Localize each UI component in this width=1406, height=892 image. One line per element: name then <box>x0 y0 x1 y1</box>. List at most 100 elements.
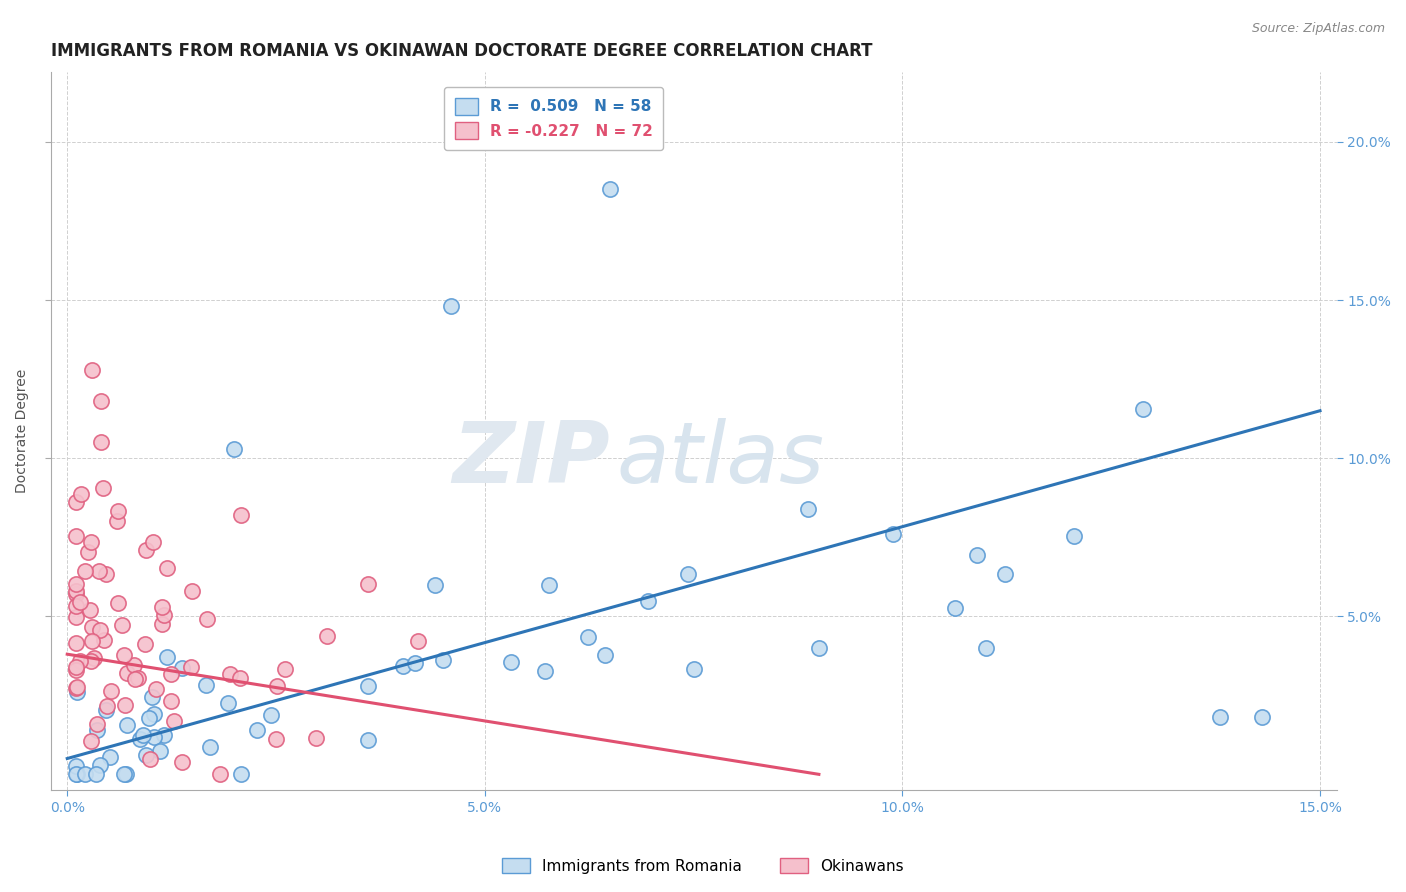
Point <box>305 731 328 746</box>
Point <box>152 600 174 615</box>
Legend: R =  0.509   N = 58, R = -0.227   N = 72: R = 0.509 N = 58, R = -0.227 N = 72 <box>444 87 664 150</box>
Point <box>143 707 166 722</box>
Point <box>84 767 107 781</box>
Point <box>105 515 128 529</box>
Point <box>135 543 157 558</box>
Point <box>66 685 89 699</box>
Point <box>423 577 446 591</box>
Point <box>576 630 599 644</box>
Point <box>69 595 91 609</box>
Point <box>98 750 121 764</box>
Point <box>90 435 112 450</box>
Point <box>65 587 87 601</box>
Point <box>70 487 93 501</box>
Point <box>160 694 183 708</box>
Point <box>96 699 118 714</box>
Point <box>316 629 339 643</box>
Point <box>82 362 104 376</box>
Point <box>150 617 173 632</box>
Point <box>974 640 997 655</box>
Point <box>180 660 202 674</box>
Point <box>153 728 176 742</box>
Point <box>676 566 699 581</box>
Point <box>91 481 114 495</box>
Point <box>1132 401 1154 416</box>
Point <box>170 755 193 769</box>
Point <box>143 730 166 744</box>
Point <box>128 732 150 747</box>
Point <box>145 681 167 696</box>
Point <box>683 662 706 676</box>
Point <box>138 711 160 725</box>
Point <box>80 534 103 549</box>
Point <box>534 664 557 678</box>
Point <box>89 564 111 578</box>
Point <box>273 662 295 676</box>
Point <box>131 728 153 742</box>
Point <box>229 767 252 781</box>
Point <box>80 734 103 748</box>
Point <box>637 594 659 608</box>
Point <box>391 658 413 673</box>
Point <box>65 494 87 508</box>
Point <box>153 608 176 623</box>
Point <box>807 640 830 655</box>
Point <box>65 660 87 674</box>
Point <box>943 601 966 615</box>
Point <box>107 504 129 518</box>
Point <box>65 529 87 543</box>
Point <box>229 508 252 523</box>
Point <box>90 394 112 409</box>
Point <box>209 767 232 781</box>
Point <box>195 612 218 626</box>
Point <box>76 545 98 559</box>
Point <box>79 654 101 668</box>
Point <box>356 577 378 591</box>
Point <box>229 671 252 685</box>
Point <box>440 299 463 313</box>
Point <box>115 665 138 680</box>
Point <box>1063 529 1085 543</box>
Point <box>172 660 194 674</box>
Point <box>432 653 454 667</box>
Point <box>499 655 522 669</box>
Point <box>966 548 988 562</box>
Y-axis label: Doctorate Degree: Doctorate Degree <box>15 369 30 493</box>
Point <box>1209 710 1232 724</box>
Point <box>134 637 156 651</box>
Point <box>149 744 172 758</box>
Point <box>198 740 221 755</box>
Text: ZIP: ZIP <box>453 418 610 501</box>
Text: Source: ZipAtlas.com: Source: ZipAtlas.com <box>1251 22 1385 36</box>
Point <box>260 707 283 722</box>
Point <box>107 596 129 610</box>
Point <box>127 671 149 685</box>
Point <box>404 656 426 670</box>
Point <box>65 577 87 591</box>
Point <box>65 681 87 696</box>
Point <box>224 442 246 456</box>
Point <box>163 714 186 728</box>
Point <box>79 603 101 617</box>
Point <box>406 633 429 648</box>
Point <box>96 703 118 717</box>
Point <box>69 654 91 668</box>
Point <box>994 566 1017 581</box>
Point <box>65 759 87 773</box>
Point <box>139 751 162 765</box>
Point <box>142 535 165 549</box>
Point <box>65 663 87 677</box>
Point <box>114 698 136 713</box>
Point <box>1250 710 1272 724</box>
Point <box>181 584 204 599</box>
Point <box>65 636 87 650</box>
Point <box>117 717 139 731</box>
Point <box>595 648 617 662</box>
Point <box>100 684 122 698</box>
Point <box>141 690 163 704</box>
Point <box>246 723 269 737</box>
Point <box>111 618 134 632</box>
Point <box>65 767 87 781</box>
Point <box>882 526 904 541</box>
Point <box>155 561 177 575</box>
